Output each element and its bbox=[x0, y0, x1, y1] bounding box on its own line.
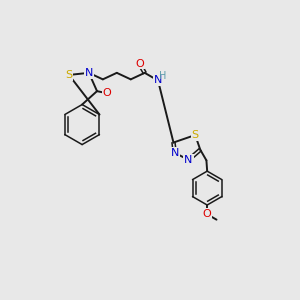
Text: H: H bbox=[159, 71, 166, 81]
Text: S: S bbox=[65, 70, 73, 80]
Text: O: O bbox=[203, 209, 212, 219]
Text: N: N bbox=[85, 68, 93, 78]
Text: O: O bbox=[102, 88, 111, 98]
Text: S: S bbox=[192, 130, 199, 140]
Text: N: N bbox=[154, 75, 162, 85]
Text: N: N bbox=[171, 148, 179, 158]
Text: O: O bbox=[135, 58, 144, 68]
Text: N: N bbox=[184, 155, 193, 165]
